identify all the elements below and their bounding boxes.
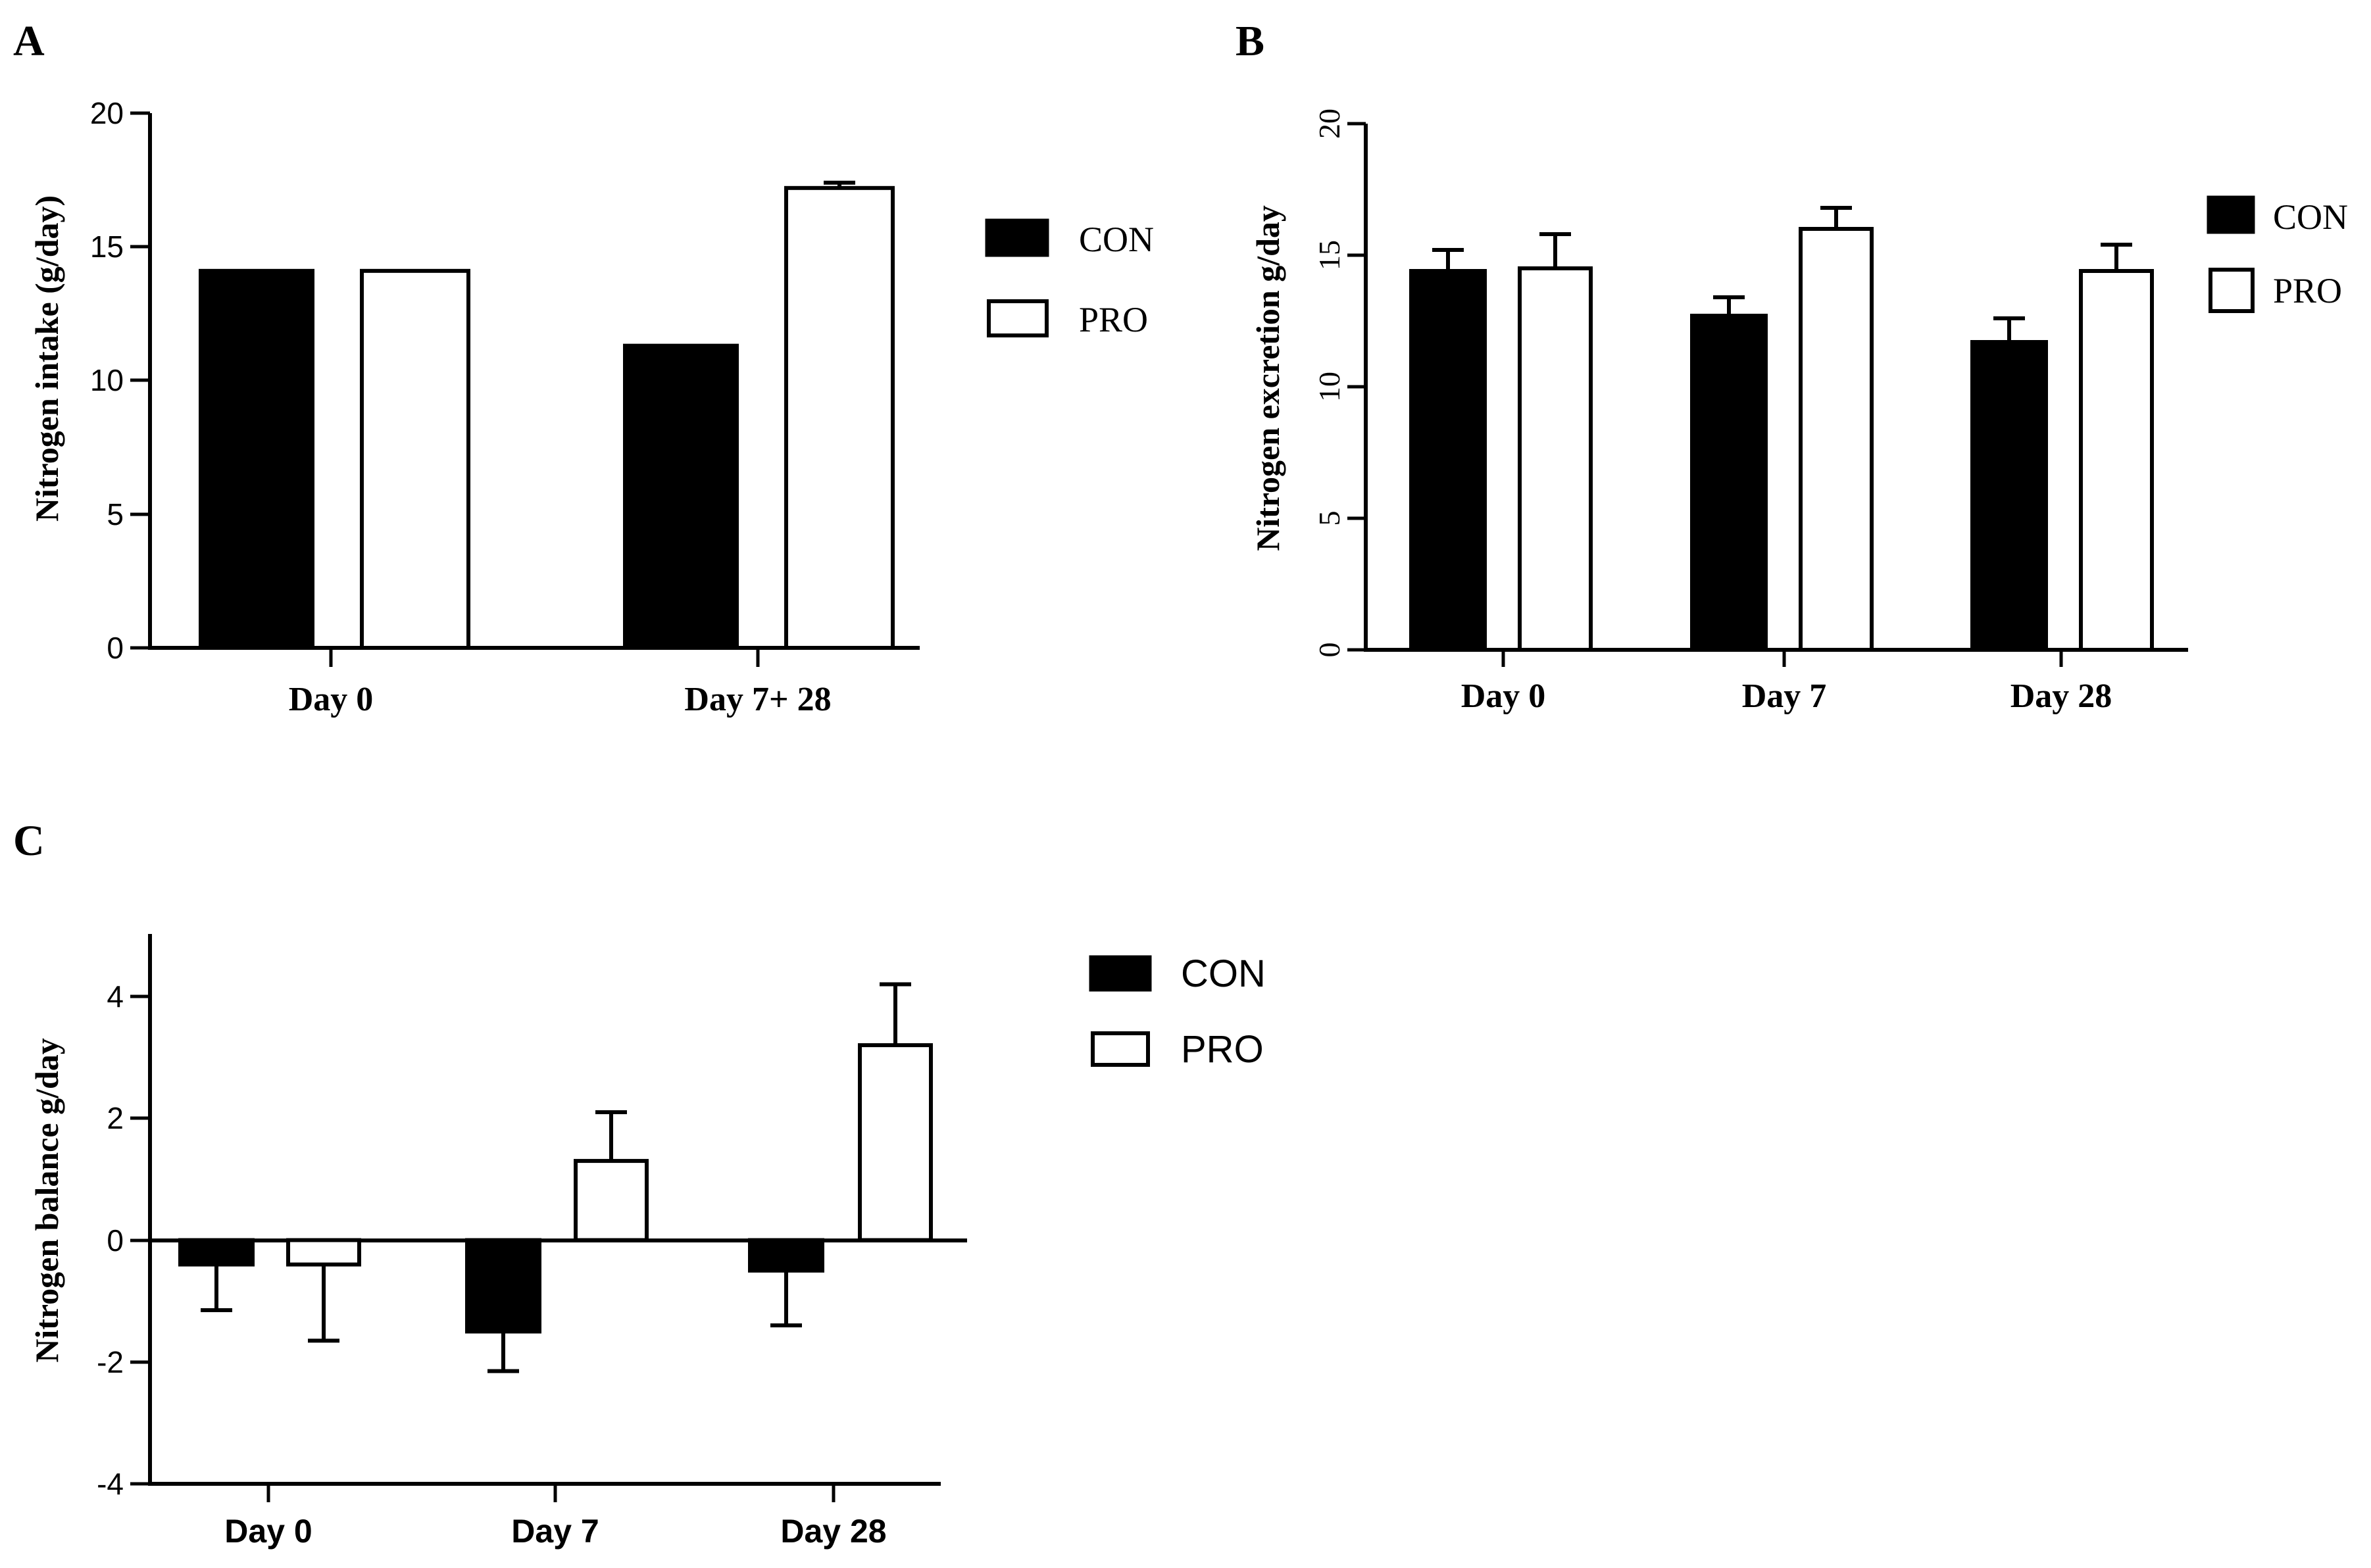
y-tick-label: 0 bbox=[1312, 643, 1346, 658]
chart-panel-b: Nitrogen excretion g/day 0 5 10 15 20 Da… bbox=[1249, 109, 2348, 715]
error-bar-pro-day-7 bbox=[1820, 206, 1852, 229]
error-bar-pro-day-28 bbox=[880, 982, 911, 1046]
legend-swatch-pro bbox=[2209, 268, 2255, 313]
error-bars bbox=[824, 180, 855, 188]
x-category-label: Day 7 bbox=[511, 1513, 599, 1550]
bar-pro-day-0 bbox=[286, 1238, 361, 1267]
y-tick-label: -4 bbox=[97, 1467, 124, 1501]
legend-label-pro: PRO bbox=[2273, 271, 2342, 310]
panel-letter-b: B bbox=[1235, 17, 1264, 65]
error-bar-pro-day-0 bbox=[1539, 232, 1571, 268]
y-tick-label: 2 bbox=[107, 1101, 124, 1135]
error-bar-con-day-28 bbox=[1993, 316, 2025, 342]
error-bar-pro-day-28 bbox=[2101, 243, 2132, 271]
x-category-label: Day 28 bbox=[2010, 677, 2112, 715]
legend-label-pro: PRO bbox=[1181, 1028, 1264, 1071]
error-bar-pro-day-7 bbox=[595, 1110, 627, 1162]
bar-pro-day-0 bbox=[1518, 266, 1593, 652]
x-axis: Day 0 Day 7 Day 28 bbox=[148, 1238, 967, 1550]
x-category-label: Day 0 bbox=[289, 681, 374, 718]
error-bar-pro-day-0 bbox=[308, 1264, 339, 1343]
bar-con-day-0 bbox=[1409, 269, 1487, 652]
y-axis: 0 5 10 15 20 bbox=[1312, 109, 1368, 658]
y-tick-label: 20 bbox=[90, 96, 124, 130]
bar-pro-day-0 bbox=[360, 268, 470, 650]
bar-con-day-7-28 bbox=[623, 343, 739, 650]
y-tick-label: 15 bbox=[90, 230, 124, 264]
bar-pro-day-28 bbox=[2079, 269, 2154, 652]
chart-panel-c: Nitrogen balance g/day -4 -2 0 2 4 Day 0… bbox=[28, 934, 1266, 1550]
x-axis: Day 0 Day 7 Day 28 bbox=[1364, 648, 2188, 715]
panel-letter-a: A bbox=[13, 17, 45, 65]
legend-label-con: CON bbox=[1181, 952, 1266, 995]
y-axis-label: Nitrogen excretion g/day bbox=[1249, 205, 1286, 551]
y-tick-label: 0 bbox=[107, 631, 124, 665]
bars bbox=[1409, 227, 2154, 652]
y-tick-label: 20 bbox=[1312, 109, 1346, 139]
y-tick-label: 0 bbox=[107, 1223, 124, 1258]
error-bar-con-day-7 bbox=[1713, 295, 1745, 316]
bar-pro-day-7 bbox=[574, 1159, 649, 1242]
legend-label-pro: PRO bbox=[1079, 300, 1148, 339]
legend: CON PRO bbox=[2207, 195, 2348, 313]
bar-con-day-7 bbox=[465, 1238, 541, 1334]
chart-panel-a: Nitrogen intake (g/day) 0 5 10 15 20 Day… bbox=[28, 96, 1154, 718]
y-tick-label: -2 bbox=[97, 1345, 124, 1379]
legend: CON PRO bbox=[1089, 952, 1266, 1071]
bar-pro-day-28 bbox=[858, 1043, 933, 1242]
bar-con-day-28 bbox=[1970, 340, 2048, 652]
error-bar-con-day-0 bbox=[201, 1264, 232, 1313]
y-axis-label: Nitrogen balance g/day bbox=[28, 1038, 65, 1363]
legend-swatch-pro bbox=[987, 299, 1049, 337]
y-tick-label: 10 bbox=[90, 363, 124, 397]
panel-letter-c: C bbox=[13, 817, 45, 865]
legend-label-con: CON bbox=[2273, 197, 2348, 237]
error-bars bbox=[1432, 206, 2132, 342]
x-category-label: Day 0 bbox=[1461, 677, 1546, 715]
legend-swatch-pro bbox=[1091, 1031, 1150, 1067]
legend-label-con: CON bbox=[1079, 220, 1154, 259]
legend-swatch-con bbox=[1089, 955, 1152, 992]
y-tick-label: 5 bbox=[107, 497, 124, 531]
error-bar-con-day-28 bbox=[770, 1270, 802, 1328]
error-bar-con-day-7 bbox=[487, 1331, 519, 1373]
bar-con-day-28 bbox=[748, 1238, 824, 1273]
legend-swatch-con bbox=[985, 218, 1049, 257]
bar-con-day-7 bbox=[1690, 314, 1768, 652]
y-axis-label: Nitrogen intake (g/day) bbox=[28, 195, 65, 522]
error-bars bbox=[201, 982, 911, 1373]
y-axis: -4 -2 0 2 4 bbox=[97, 934, 152, 1501]
legend: CON PRO bbox=[985, 218, 1154, 339]
x-category-label: Day 28 bbox=[780, 1513, 886, 1550]
legend-swatch-con bbox=[2207, 195, 2255, 234]
x-axis: Day 0 Day 7+ 28 bbox=[148, 646, 920, 718]
y-tick-label: 5 bbox=[1312, 511, 1346, 526]
bar-pro-day-7-28 bbox=[784, 185, 895, 650]
bar-con-day-0 bbox=[199, 268, 314, 650]
error-bar-pro-day-7-28 bbox=[824, 180, 855, 188]
bar-pro-day-7 bbox=[1799, 227, 1874, 652]
x-category-label: Day 0 bbox=[224, 1513, 312, 1550]
bars bbox=[178, 1043, 933, 1334]
bars bbox=[199, 185, 895, 650]
bar-con-day-0 bbox=[178, 1238, 255, 1267]
y-tick-label: 15 bbox=[1312, 240, 1346, 270]
y-tick-label: 10 bbox=[1312, 372, 1346, 402]
x-category-label: Day 7+ 28 bbox=[684, 681, 831, 718]
error-bar-con-day-0 bbox=[1432, 248, 1464, 271]
y-axis: 0 5 10 15 20 bbox=[90, 96, 152, 665]
x-category-label: Day 7 bbox=[1742, 677, 1827, 715]
y-tick-label: 4 bbox=[107, 979, 124, 1014]
